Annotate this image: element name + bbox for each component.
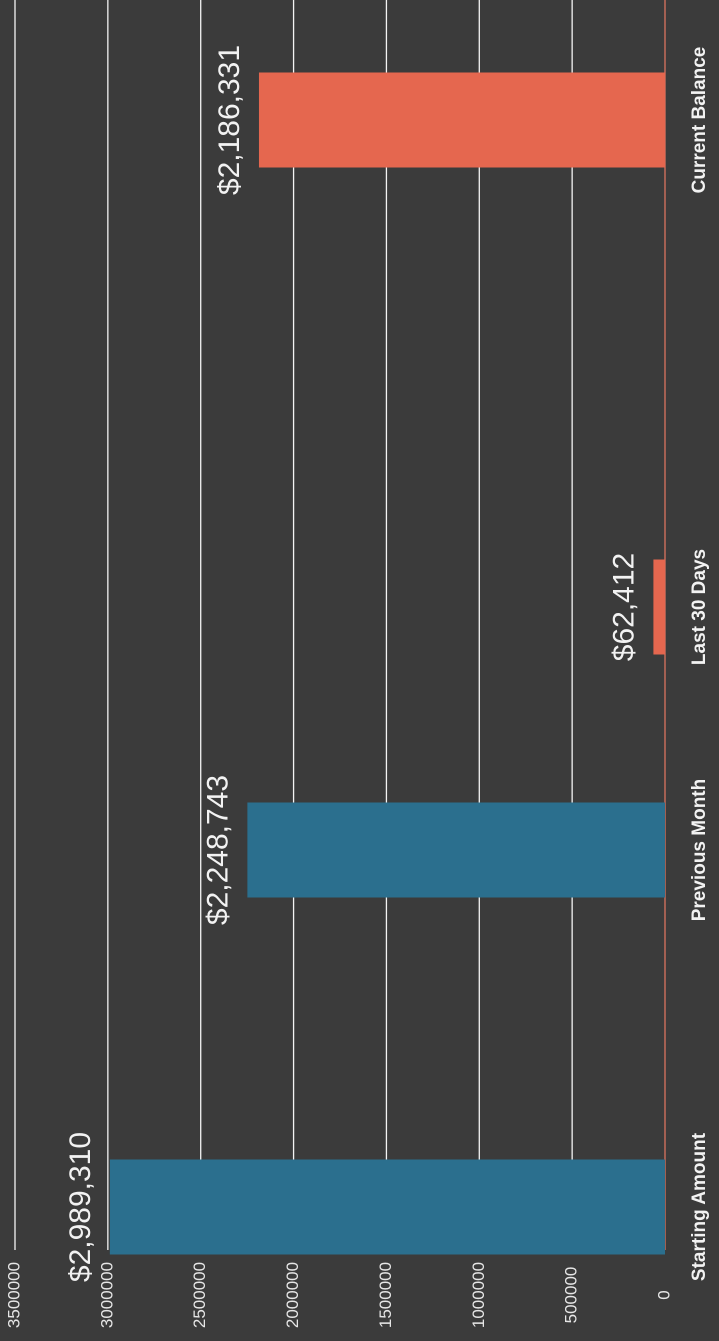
y-tick-label: 500000 — [562, 1267, 581, 1324]
y-tick-label: 3000000 — [97, 1262, 116, 1328]
x-tick-label: Starting Amount — [689, 1132, 710, 1281]
bar — [247, 802, 666, 898]
y-tick-label: 3500000 — [4, 1262, 23, 1328]
bar — [653, 559, 665, 655]
x-tick-label: Last 30 Days — [689, 549, 710, 665]
value-label: $62,412 — [607, 553, 640, 661]
x-tick-label: Current Balance — [689, 47, 710, 194]
bar — [258, 72, 665, 168]
value-label: $2,989,310 — [64, 1132, 97, 1282]
y-tick-label: 2000000 — [283, 1262, 302, 1328]
value-label: $2,248,743 — [201, 775, 234, 925]
bar — [109, 1159, 666, 1255]
x-tick-label: Previous Month — [689, 779, 710, 922]
y-tick-label: 1500000 — [376, 1262, 395, 1328]
y-tick-label: 0 — [654, 1290, 673, 1299]
y-tick-label: 2500000 — [190, 1262, 209, 1328]
y-tick-label: 1000000 — [469, 1262, 488, 1328]
value-label: $2,186,331 — [213, 45, 246, 195]
